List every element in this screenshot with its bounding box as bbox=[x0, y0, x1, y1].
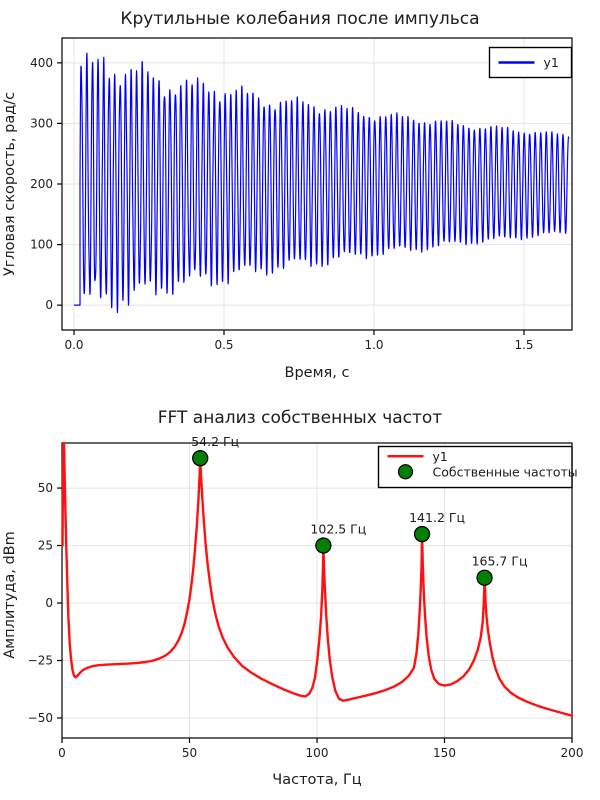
y-tick-label: 50 bbox=[38, 481, 53, 495]
y-tick-label: −25 bbox=[28, 654, 53, 668]
oscillation-series-line bbox=[74, 52, 570, 314]
fft-series-line bbox=[61, 442, 574, 717]
oscillation-x-axis-label: Время, с bbox=[285, 365, 350, 381]
fft-chart-title: FFT анализ собственных частот bbox=[158, 408, 443, 428]
x-tick-label: 100 bbox=[306, 746, 329, 760]
fft-y-axis-label: Амплитуда, dBm bbox=[2, 531, 18, 658]
y-tick-label: −50 bbox=[28, 711, 53, 725]
y-tick-label: 0 bbox=[45, 298, 53, 312]
x-tick-label: 150 bbox=[433, 746, 456, 760]
legend-entry-label: y1 bbox=[433, 449, 448, 464]
y-tick-label: 25 bbox=[38, 539, 53, 553]
y-tick-label: 200 bbox=[30, 177, 53, 191]
x-tick-label: 0 bbox=[58, 746, 66, 760]
peak-frequency-label: 141.2 Гц bbox=[409, 510, 465, 525]
natural-frequency-marker bbox=[413, 525, 431, 543]
natural-frequency-marker bbox=[192, 450, 209, 467]
x-tick-label: 0.0 bbox=[64, 338, 83, 352]
y-tick-label: 0 bbox=[45, 596, 53, 610]
peak-frequency-label: 165.7 Гц bbox=[472, 554, 528, 569]
oscillation-chart-title: Крутильные колебания после импульса bbox=[120, 9, 479, 29]
natural-frequency-marker bbox=[315, 537, 332, 554]
y-tick-label: 100 bbox=[30, 238, 53, 252]
x-tick-label: 1.0 bbox=[364, 338, 383, 352]
legend-entry-label: Собственные частоты bbox=[433, 464, 578, 479]
torsional-oscillation-chart: 0.0 0.5 1.0 1.5 0 100 200 300 400 y1 Крутильные … bbox=[2, 9, 573, 381]
legend-marker-sample bbox=[397, 464, 414, 480]
x-tick-label: 1.5 bbox=[514, 338, 533, 352]
y-tick-label: 300 bbox=[30, 116, 53, 130]
x-tick-label: 0.5 bbox=[214, 338, 233, 352]
y-tick-label: 400 bbox=[30, 56, 53, 70]
fft-spectrum-chart: 0 50 100 150 200 −50 −25 0 25 50 54.2 Гц 102.5 Гц 1… bbox=[2, 408, 584, 788]
fft-x-axis-label: Частота, Гц bbox=[272, 772, 362, 788]
x-tick-label: 50 bbox=[182, 746, 197, 760]
natural-frequency-marker bbox=[476, 569, 493, 586]
peak-frequency-label: 54.2 Гц bbox=[191, 434, 239, 449]
oscillation-y-axis-label: Угловая скорость, рад/с bbox=[2, 92, 18, 276]
x-tick-label: 200 bbox=[561, 746, 584, 760]
legend-entry-label: y1 bbox=[544, 55, 559, 70]
peak-frequency-label: 102.5 Гц bbox=[310, 522, 366, 537]
